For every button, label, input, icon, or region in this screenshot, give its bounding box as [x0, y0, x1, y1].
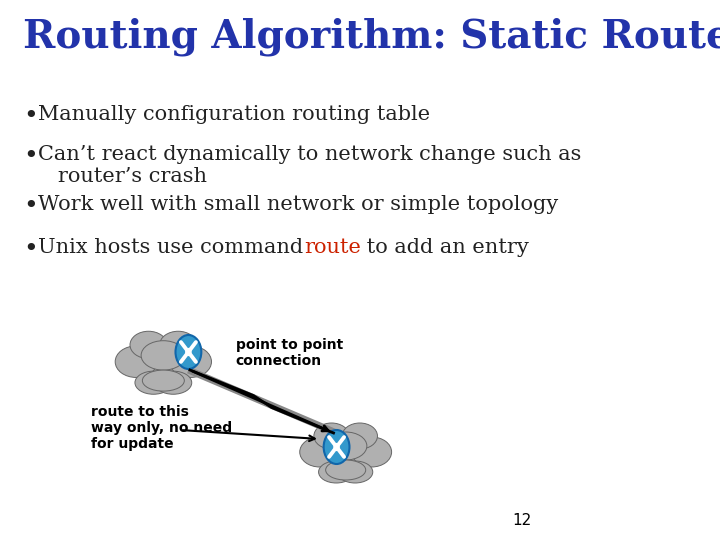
Ellipse shape: [130, 331, 167, 359]
Ellipse shape: [318, 438, 374, 478]
Ellipse shape: [134, 347, 193, 389]
Ellipse shape: [342, 423, 377, 449]
Text: route: route: [305, 238, 361, 257]
Circle shape: [324, 430, 349, 464]
Text: •: •: [23, 238, 37, 261]
Circle shape: [334, 443, 339, 450]
Text: Work well with small network or simple topology: Work well with small network or simple t…: [38, 195, 558, 214]
Ellipse shape: [325, 460, 366, 480]
Text: to add an entry: to add an entry: [360, 238, 529, 257]
Ellipse shape: [155, 371, 192, 394]
Text: point to point
connection: point to point connection: [235, 338, 343, 368]
Ellipse shape: [318, 461, 354, 483]
Ellipse shape: [141, 341, 186, 370]
Ellipse shape: [135, 371, 172, 394]
Text: •: •: [23, 105, 37, 128]
Text: Unix hosts use command: Unix hosts use command: [38, 238, 310, 257]
Ellipse shape: [338, 461, 373, 483]
Text: Manually configuration routing table: Manually configuration routing table: [38, 105, 430, 124]
Ellipse shape: [300, 437, 340, 467]
Text: 12: 12: [513, 513, 532, 528]
Circle shape: [186, 349, 191, 355]
Circle shape: [176, 335, 202, 369]
Text: •: •: [23, 145, 37, 168]
Ellipse shape: [314, 423, 349, 449]
Ellipse shape: [325, 432, 367, 460]
Ellipse shape: [143, 370, 184, 391]
Ellipse shape: [160, 331, 197, 359]
Text: Routing Algorithm: Static Route: Routing Algorithm: Static Route: [23, 18, 720, 57]
Text: •: •: [23, 195, 37, 218]
Ellipse shape: [115, 346, 157, 377]
Ellipse shape: [351, 437, 392, 467]
Ellipse shape: [169, 346, 212, 377]
Text: Can’t react dynamically to network change such as
   router’s crash: Can’t react dynamically to network chang…: [38, 145, 581, 186]
Text: route to this
way only, no need
for update: route to this way only, no need for upda…: [91, 405, 233, 451]
